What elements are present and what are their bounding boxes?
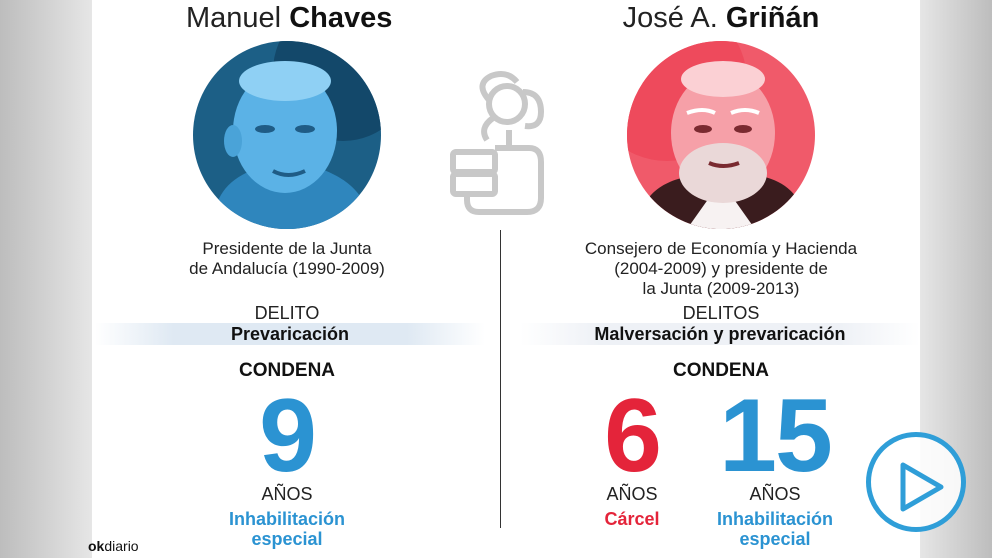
okdiario-logo-ok: ok	[88, 538, 105, 554]
left-crime-band	[95, 323, 485, 345]
left-first-name: Manuel	[186, 2, 282, 34]
right-sentence-label: CONDENA	[672, 360, 770, 381]
right-disqualification-line2: especial	[739, 529, 811, 549]
left-years-number: 9	[259, 378, 317, 494]
right-person-name: José A. Griñán	[611, 2, 831, 35]
right-disqualification: Inhabilitación especial	[690, 509, 860, 549]
left-last-name: Chaves	[289, 2, 393, 34]
left-crime-label: DELITO	[254, 303, 320, 323]
background-left	[0, 0, 92, 558]
right-role-line1: Consejero de Economía y Hacienda	[584, 239, 858, 258]
right-disqualification-years-number: 15	[719, 378, 833, 494]
play-button[interactable]	[866, 432, 966, 532]
left-penalty: Inhabilitación especial	[187, 509, 387, 549]
right-last-name: Griñán	[725, 2, 820, 34]
right-role: Consejero de Economía y Hacienda (2004-2…	[560, 239, 882, 299]
left-crime: Prevaricación	[230, 324, 350, 344]
right-prison-label: Cárcel	[604, 509, 660, 529]
left-person-name: Manuel Chaves	[186, 2, 392, 35]
left-portrait	[193, 41, 381, 229]
right-crime-band	[520, 323, 920, 345]
right-portrait	[627, 41, 815, 229]
left-years-unit: AÑOS	[261, 484, 313, 504]
right-role-line2: (2004-2009) y presidente de	[614, 259, 828, 278]
center-divider	[500, 230, 501, 528]
right-disqualification-line1: Inhabilitación	[716, 509, 833, 529]
right-prison-years-number: 6	[604, 378, 662, 494]
rose-fist-logo-icon	[445, 70, 550, 225]
left-penalty-line1: Inhabilitación	[228, 509, 345, 529]
left-role-line1: Presidente de la Junta	[202, 239, 372, 258]
right-disqualification-years-unit: AÑOS	[749, 484, 801, 504]
left-sentence-label: CONDENA	[238, 360, 336, 381]
left-role: Presidente de la Junta de Andalucía (199…	[160, 239, 414, 279]
play-icon	[900, 462, 944, 512]
left-role-line2: de Andalucía (1990-2009)	[189, 259, 385, 278]
right-role-line3: la Junta (2009-2013)	[642, 279, 800, 298]
right-prison-years-unit: AÑOS	[606, 484, 658, 504]
right-crime: Malversación y prevaricación	[594, 324, 846, 344]
okdiario-logo: okdiario	[88, 538, 139, 554]
right-crime-label: DELITOS	[682, 303, 760, 323]
left-penalty-line2: especial	[251, 529, 323, 549]
okdiario-logo-diario: diario	[104, 538, 139, 554]
right-first-name: José A.	[622, 2, 718, 34]
